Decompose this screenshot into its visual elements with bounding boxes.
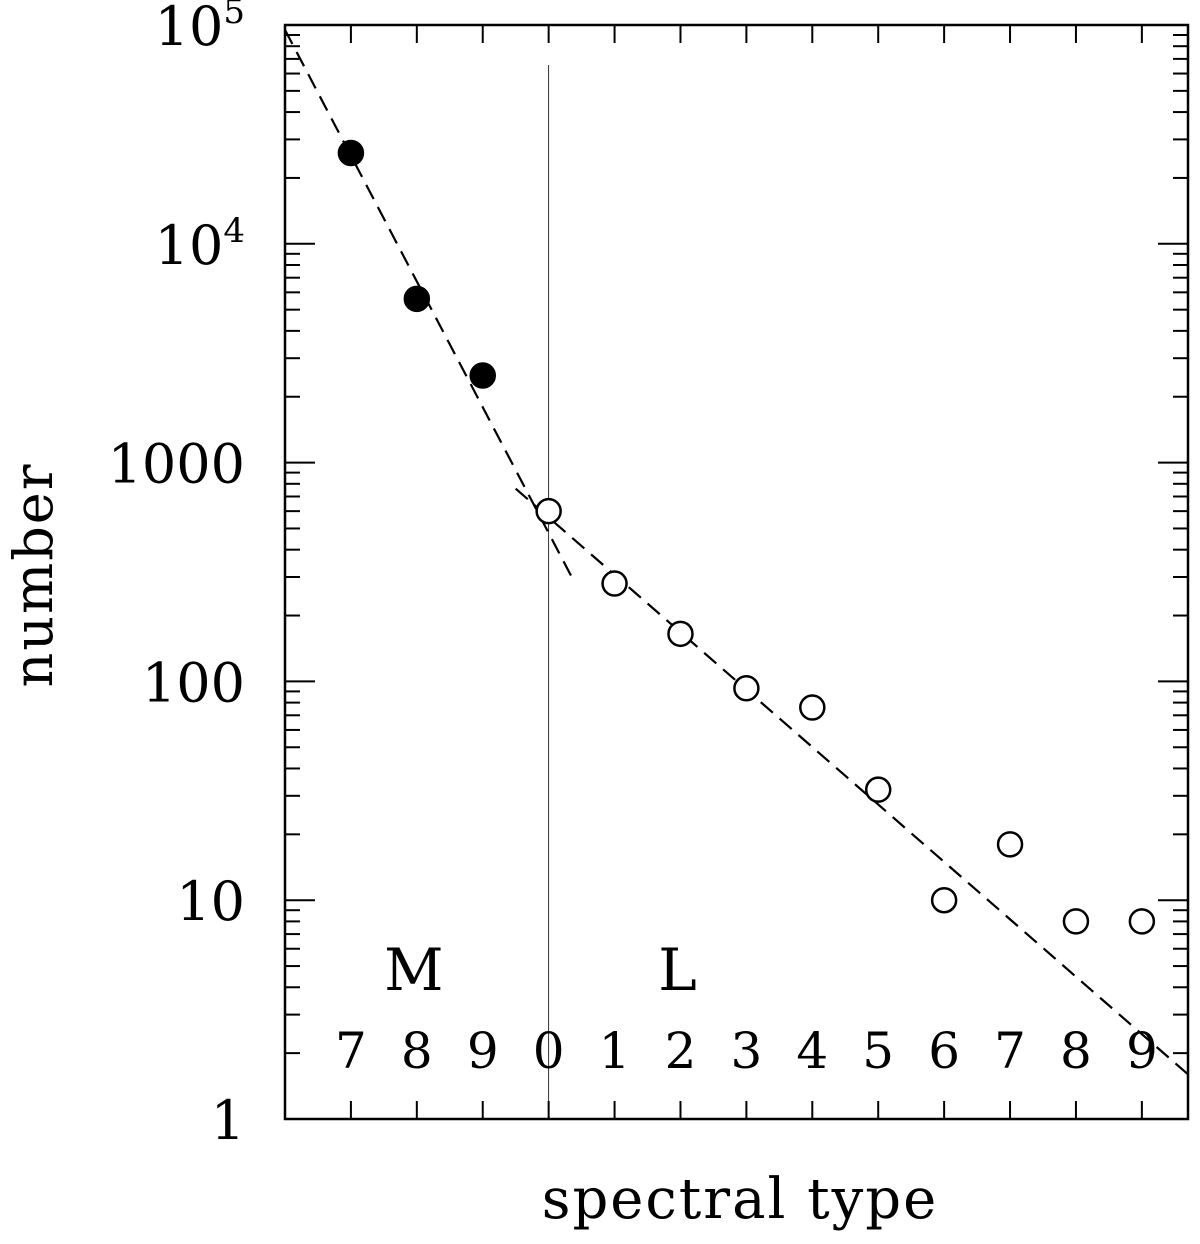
y-tick-label: 1000	[108, 433, 245, 496]
y-axis-label: number	[2, 462, 65, 687]
filled-point	[403, 285, 431, 313]
open-point	[601, 570, 628, 597]
x-tick-label: 4	[796, 1022, 828, 1080]
x-tick-label: 1	[599, 1022, 631, 1080]
open-point	[1128, 908, 1156, 935]
x-tick-label: 9	[1126, 1022, 1158, 1080]
x-tick-label: 7	[994, 1022, 1026, 1080]
x-tick-label: 9	[467, 1022, 499, 1080]
open-point	[1062, 908, 1090, 935]
fit-lines	[285, 29, 1188, 1076]
class-label-l: L	[658, 936, 697, 1004]
x-axis-label: spectral type	[542, 1167, 939, 1232]
y-tick-exponent: 5	[223, 0, 245, 32]
open-point	[930, 886, 958, 914]
x-tick-label: 6	[928, 1022, 960, 1080]
x-tick-label: 7	[335, 1022, 367, 1080]
axis-ticks	[285, 25, 1188, 1120]
x-tick-label: 8	[1060, 1022, 1092, 1080]
x-tick-label: 5	[862, 1022, 894, 1080]
filled-point	[469, 362, 496, 389]
open-point	[996, 831, 1024, 858]
x-tick-label: 2	[665, 1022, 697, 1080]
data-points	[337, 139, 1156, 935]
open-point	[535, 497, 562, 525]
class-label-m: M	[384, 936, 443, 1004]
y-tick-label: 1	[211, 1089, 245, 1152]
open-point	[667, 620, 694, 648]
y-tick-label: 104	[155, 211, 245, 277]
x-tick-label: 3	[730, 1022, 762, 1080]
x-tick-label: 0	[533, 1022, 565, 1080]
filled-point	[337, 139, 365, 167]
open-point	[864, 776, 892, 803]
y-tick-label: 105	[155, 0, 245, 58]
x-tick-label: 8	[401, 1022, 433, 1080]
open-point	[733, 675, 760, 702]
y-tick-label: 10	[176, 870, 245, 933]
y-tick-exponent: 4	[223, 211, 245, 251]
open-point	[799, 694, 826, 721]
y-tick-label: 100	[142, 651, 245, 714]
y-tick-labels: 1 10 100 1000 104 105	[108, 0, 245, 1152]
plot-frame	[283, 23, 1190, 1121]
